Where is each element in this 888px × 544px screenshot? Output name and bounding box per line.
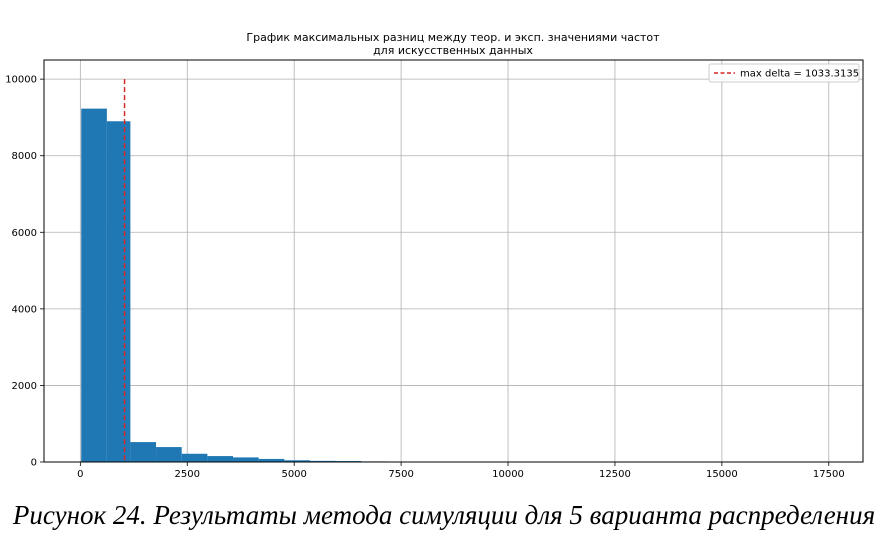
- histogram-bar-8: [284, 460, 311, 462]
- figure-caption: Рисунок 24. Результаты метода симуляции …: [12, 500, 876, 530]
- plot-area-frame: [43, 59, 864, 463]
- x-tick-label: 5000: [281, 469, 306, 480]
- histogram-chart: График максимальных разниц между теор. и…: [5, 31, 864, 480]
- histogram-bar-5: [207, 456, 234, 462]
- x-tick-label: 2500: [175, 469, 200, 480]
- histogram-bar-9: [310, 460, 336, 462]
- chart-title: График максимальных разниц между теор. и…: [246, 31, 660, 57]
- x-tick-label: 17500: [813, 469, 845, 480]
- chart-title-line-2: для искусственных данных: [373, 44, 533, 57]
- y-axis-ticks: 0 2000 4000 6000 8000 10000: [5, 75, 44, 469]
- chart-title-line-1: График максимальных разниц между теор. и…: [246, 31, 660, 44]
- y-tick-label: 6000: [12, 228, 37, 239]
- x-tick-label: 12500: [599, 469, 631, 480]
- x-tick-label: 7500: [388, 469, 413, 480]
- y-tick-label: 4000: [12, 304, 37, 315]
- histogram-bar-6: [233, 457, 259, 462]
- histogram-bar-7: [258, 458, 285, 462]
- legend: max delta = 1033.3135: [708, 63, 860, 83]
- histogram-bar-1: [106, 121, 131, 462]
- x-axis-ticks: 0 2500 5000 7500 10000 12500 15000 17500: [77, 462, 845, 480]
- histogram-bar-3: [156, 447, 182, 462]
- y-tick-label: 0: [31, 458, 37, 469]
- histogram-bar-4: [181, 453, 208, 462]
- x-tick-label: 0: [77, 469, 83, 480]
- y-tick-label: 8000: [12, 151, 37, 162]
- legend-box: [708, 63, 860, 83]
- histogram-bar-2: [130, 442, 157, 462]
- y-tick-label: 10000: [5, 75, 37, 86]
- y-tick-label: 2000: [12, 381, 37, 392]
- legend-entry-max-delta: max delta = 1033.3135: [740, 69, 859, 80]
- histogram-bars: [81, 108, 541, 462]
- x-tick-label: 10000: [492, 469, 524, 480]
- histogram-bar-0: [81, 108, 107, 462]
- grid-lines: [44, 60, 863, 463]
- x-tick-label: 15000: [706, 469, 738, 480]
